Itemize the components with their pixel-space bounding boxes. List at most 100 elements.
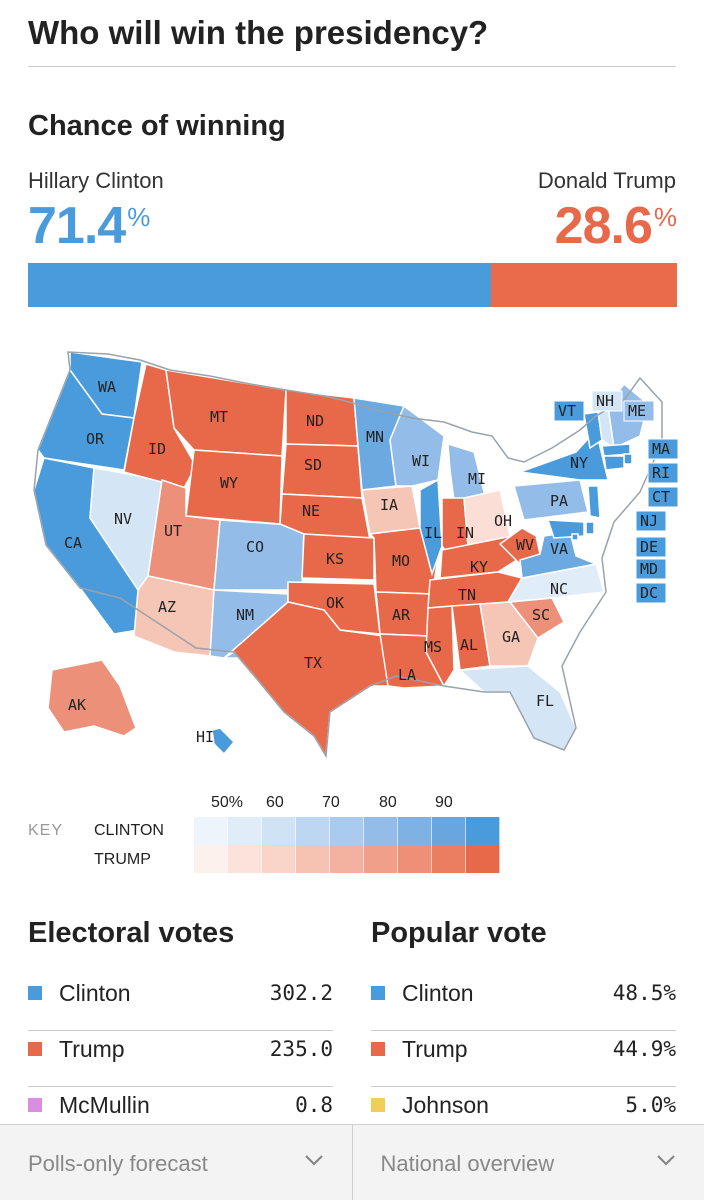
chance-title: Chance of winning — [28, 110, 286, 142]
key-clinton-swatch — [466, 817, 500, 845]
candidate-name: Clinton — [402, 980, 474, 1006]
state-label-mo: MO — [392, 552, 410, 570]
state-label-ma: MA — [652, 440, 670, 458]
popular-value: 5.0% — [625, 1093, 676, 1117]
state-wv[interactable] — [498, 527, 541, 565]
state-label-box-md[interactable] — [635, 558, 667, 580]
state-label-sc: SC — [532, 606, 550, 624]
state-label-oh: OH — [494, 512, 512, 530]
state-label-wv: WV — [516, 536, 534, 554]
state-label-ny: NY — [570, 454, 588, 472]
state-hi[interactable] — [211, 727, 236, 756]
key-clinton-swatch — [262, 817, 296, 845]
state-label-la: LA — [398, 666, 416, 684]
table-row: Trump 235.0 — [28, 1031, 333, 1087]
state-label-box-me[interactable] — [623, 400, 655, 422]
candidate-name: Trump — [59, 1036, 125, 1062]
state-dc[interactable] — [571, 533, 579, 541]
state-label-box-vt[interactable] — [553, 400, 585, 422]
us-electoral-map[interactable]: WA OR CA NV ID MT WY UT AZ CO NM ND SD NE KS OK TX MN IA MO… — [24, 340, 684, 780]
table-row: Clinton 302.2 — [28, 975, 333, 1031]
state-label-box-ct[interactable] — [647, 486, 679, 508]
key-trump-swatch — [398, 845, 432, 873]
state-ga[interactable] — [479, 601, 539, 667]
clinton-chance-value: 71.4 — [28, 197, 126, 255]
state-label-va: VA — [550, 540, 568, 558]
state-label-sd: SD — [304, 456, 322, 474]
color-swatch — [371, 986, 385, 1000]
state-ct[interactable] — [603, 455, 625, 471]
state-label-wi: WI — [412, 452, 430, 470]
key-clinton-swatch — [398, 817, 432, 845]
state-ky[interactable] — [439, 535, 521, 579]
state-pa[interactable] — [513, 479, 589, 521]
key-trump-swatch — [194, 845, 228, 873]
state-label-mi: MI — [468, 470, 486, 488]
table-row: McMullin 0.8 — [28, 1087, 333, 1143]
electoral-title: Electoral votes — [28, 917, 235, 949]
state-ri[interactable] — [623, 453, 633, 465]
state-label-vt: VT — [558, 402, 576, 420]
candidate-name: McMullin — [59, 1092, 150, 1118]
key-trump-swatch — [364, 845, 398, 873]
key-tick-50: 50% — [211, 794, 244, 811]
key-clinton-label: CLINTON — [94, 822, 164, 839]
state-label-dc: DC — [640, 584, 658, 602]
state-label-box-ri[interactable] — [647, 462, 679, 484]
state-label-al: AL — [460, 636, 478, 654]
state-label-mn: MN — [366, 428, 384, 446]
state-label-de: DE — [640, 538, 658, 556]
state-ms[interactable] — [425, 605, 455, 688]
clinton-name: Hillary Clinton — [28, 168, 164, 193]
probability-bar — [28, 263, 677, 307]
state-wi[interactable] — [389, 404, 445, 487]
color-swatch — [28, 1098, 42, 1112]
probability-bar-trump — [491, 263, 677, 307]
state-label-nc: NC — [550, 580, 568, 598]
state-label-il: IL — [424, 524, 442, 542]
candidate-name: Johnson — [402, 1092, 489, 1118]
state-label-tn: TN — [458, 586, 476, 604]
state-label-id: ID — [148, 440, 166, 458]
view-select[interactable]: National overview — [351, 1125, 704, 1200]
clinton-chance: 71.4% — [28, 196, 150, 256]
state-va[interactable] — [519, 531, 599, 579]
state-il[interactable] — [419, 478, 443, 577]
state-label-hi: HI — [196, 728, 214, 746]
state-label-box-de[interactable] — [635, 536, 667, 558]
state-label-box-nj[interactable] — [635, 510, 667, 532]
state-nc[interactable] — [506, 563, 605, 603]
state-label-ky: KY — [470, 558, 488, 576]
trump-name: Donald Trump — [537, 168, 676, 193]
key-trump-swatch — [432, 845, 466, 873]
state-label-box-ma[interactable] — [647, 438, 679, 460]
state-ny[interactable] — [519, 428, 609, 481]
state-label-ut: UT — [164, 522, 182, 540]
state-nj[interactable] — [587, 485, 601, 519]
state-id[interactable] — [123, 363, 197, 489]
electoral-table: Clinton 302.2 Trump 235.0 McMullin 0.8 — [28, 975, 333, 1143]
state-label-ok: OK — [326, 594, 344, 612]
table-row: Johnson 5.0% — [371, 1087, 676, 1143]
state-ks[interactable] — [301, 533, 375, 581]
key-clinton-swatch — [296, 817, 330, 845]
key-tick-80: 80 — [379, 794, 397, 811]
state-de[interactable] — [585, 521, 595, 535]
forecast-select[interactable]: Polls-only forecast — [0, 1125, 352, 1200]
key-trump-swatch — [466, 845, 500, 873]
color-swatch — [371, 1098, 385, 1112]
key-clinton-swatch — [228, 817, 262, 845]
state-label-box-dc[interactable] — [635, 582, 667, 604]
key-trump-swatch — [262, 845, 296, 873]
state-label-nv: NV — [114, 510, 132, 528]
electoral-value: 235.0 — [269, 1037, 333, 1061]
state-label-co: CO — [246, 538, 264, 556]
state-label-ak: AK — [68, 696, 86, 714]
key-trump-label: TRUMP — [94, 851, 151, 868]
state-label-nm: NM — [236, 606, 254, 624]
state-ak[interactable] — [47, 659, 137, 737]
state-label-box-nh[interactable] — [591, 390, 623, 412]
candidate-name: Clinton — [59, 980, 131, 1006]
key-scale-trump — [194, 845, 500, 873]
key-tick-70: 70 — [322, 794, 340, 811]
